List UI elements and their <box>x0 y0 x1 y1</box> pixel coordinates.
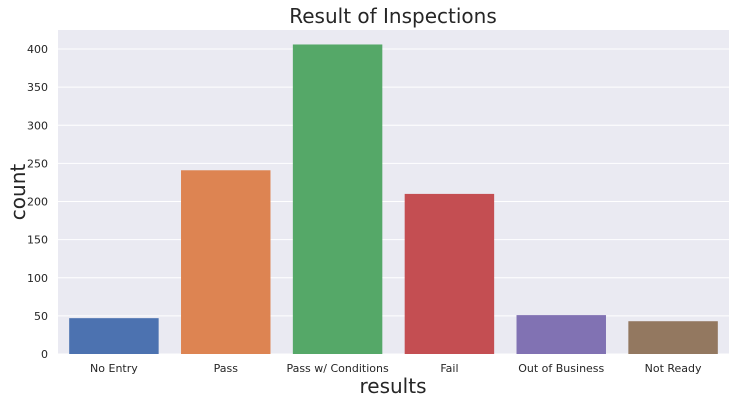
x-tick-label: No Entry <box>90 362 138 375</box>
y-tick-label: 350 <box>27 81 48 94</box>
x-tick-label: Not Ready <box>645 362 702 375</box>
x-tick-label: Fail <box>440 362 458 375</box>
x-tick-labels: No Entry Pass Pass w/ Conditions Fail Out of… <box>90 362 702 375</box>
y-tick-label: 0 <box>41 348 48 361</box>
bar-pass <box>181 170 271 354</box>
bar-fail <box>404 193 495 354</box>
y-axis-label: count <box>6 164 30 221</box>
y-tick-label: 200 <box>27 196 48 209</box>
y-tick-label: 100 <box>27 272 48 285</box>
bar-out-of-business <box>516 315 606 354</box>
bar-pass-w-conditions <box>292 44 383 354</box>
x-axis-label: results <box>359 374 426 398</box>
y-tick-labels: 0 50 100 150 200 250 300 350 400 <box>27 43 48 361</box>
y-tick-label: 300 <box>27 119 48 132</box>
y-gridlines <box>58 48 729 355</box>
x-tick-label: Out of Business <box>518 362 604 375</box>
bar-series <box>69 44 718 354</box>
x-tick-label: Pass w/ Conditions <box>286 362 389 375</box>
y-tick-label: 400 <box>27 43 48 56</box>
y-tick-label: 50 <box>34 310 48 323</box>
bar-no-entry <box>69 318 159 354</box>
bar-not-ready <box>628 321 718 354</box>
y-tick-label: 250 <box>27 157 48 170</box>
x-tick-label: Pass <box>214 362 239 375</box>
plot-area <box>58 30 729 354</box>
chart-title: Result of Inspections <box>289 4 497 28</box>
y-tick-label: 150 <box>27 234 48 247</box>
